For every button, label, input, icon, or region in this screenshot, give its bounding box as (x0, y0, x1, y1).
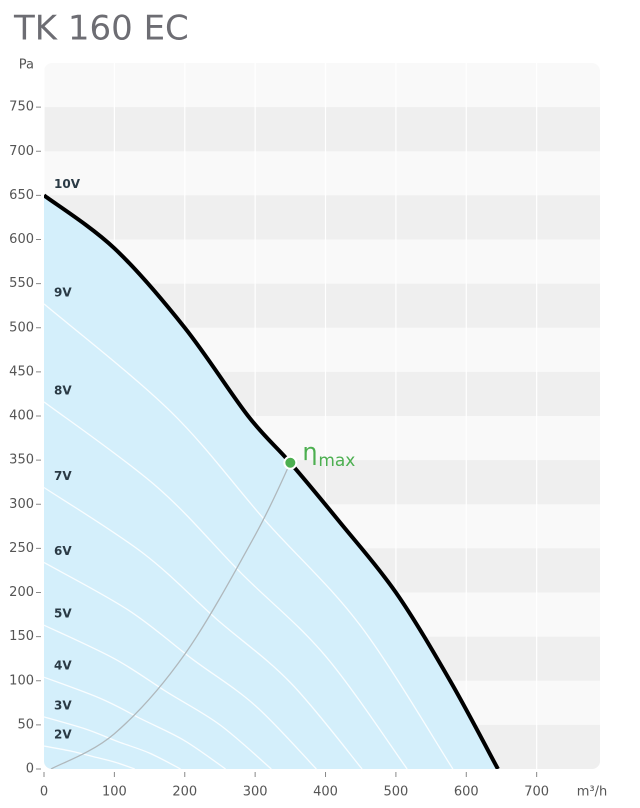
fan-curve (44, 486, 363, 769)
curve-label: 9V (54, 285, 72, 299)
fan-curve (44, 745, 136, 769)
eta-label: η (302, 438, 317, 466)
curve-label: 8V (54, 383, 72, 397)
y-tick-label: 700 (9, 144, 34, 159)
y-tick-label: 350 (9, 453, 34, 468)
x-tick-label: 200 (172, 785, 197, 800)
x-tick-label: 400 (313, 785, 338, 800)
y-tick-label: 50 (17, 717, 34, 732)
x-tick-label: 500 (383, 785, 408, 800)
y-tick-label: 0 (26, 762, 34, 777)
x-axis-label: m³/h (577, 785, 608, 800)
fan-curve (44, 303, 454, 769)
curve-label: 7V (54, 469, 72, 483)
fan-curve (44, 716, 181, 769)
x-tick-label: 600 (454, 785, 479, 800)
fan-curve (44, 624, 272, 769)
curve-label: 10V (54, 177, 81, 191)
y-tick-label: 150 (9, 629, 34, 644)
fan-curve (44, 401, 408, 769)
fan-curve (44, 561, 317, 769)
y-tick-label: 200 (9, 585, 34, 600)
operating-area (44, 195, 498, 769)
y-tick-label: 400 (9, 409, 34, 424)
y-tick-label: 300 (9, 497, 34, 512)
x-tick-label: 100 (102, 785, 127, 800)
y-tick-label: 600 (9, 232, 34, 247)
y-tick-label: 650 (9, 188, 34, 203)
band (44, 107, 600, 152)
curve-label: 6V (54, 544, 72, 558)
y-tick-label: 250 (9, 541, 34, 556)
eta-max-point (283, 455, 298, 470)
y-tick-label: 550 (9, 276, 34, 291)
chart-title: TK 160 EC (13, 9, 189, 49)
y-axis-label: Pa (19, 58, 34, 73)
plot-area (44, 63, 600, 769)
x-tick-label: 700 (524, 785, 549, 800)
y-tick-label: 450 (9, 364, 34, 379)
x-tick-label: 300 (243, 785, 268, 800)
efficiency-curve (50, 462, 291, 769)
y-tick-label: 500 (9, 320, 34, 335)
y-tick-label: 750 (9, 100, 34, 115)
y-tick-label: 100 (9, 673, 34, 688)
band (44, 195, 600, 240)
fan-curve (44, 676, 226, 769)
curve-label: 2V (54, 728, 72, 742)
curve-label: 3V (54, 698, 72, 712)
eta-subscript: max (318, 451, 355, 471)
x-tick-label: 0 (40, 785, 48, 800)
curve-label: 4V (54, 659, 72, 673)
curve-label: 5V (54, 607, 72, 621)
